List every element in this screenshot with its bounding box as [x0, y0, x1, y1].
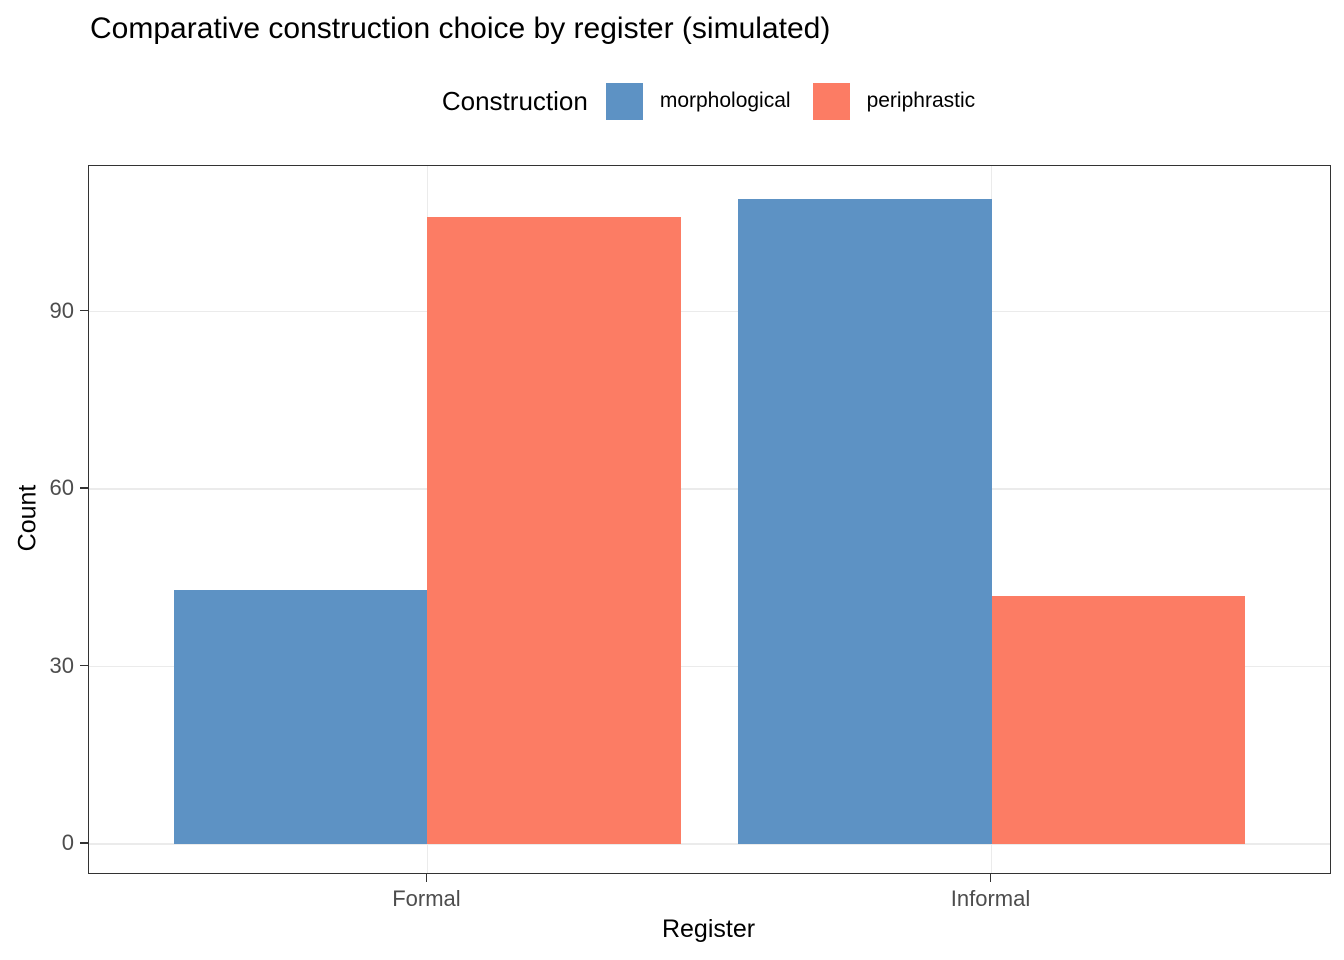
plot-panel	[88, 165, 1331, 874]
bar-informal-morphological	[737, 199, 992, 844]
y-axis-title: Count	[13, 484, 42, 552]
chart-title: Comparative construction choice by regis…	[90, 12, 831, 45]
legend-swatch-periphrastic-icon	[812, 82, 850, 120]
gridline-y-30	[89, 665, 1330, 668]
x-tick-informal	[989, 873, 992, 882]
y-tick-0	[80, 842, 88, 844]
bar-formal-morphological	[173, 589, 428, 844]
y-tick-label-90: 90	[49, 297, 74, 323]
legend-title: Construction	[441, 85, 588, 116]
y-tick-label-0: 0	[61, 830, 74, 855]
gridline-x-informal	[990, 166, 993, 873]
x-tick-label-informal: Informal	[950, 886, 1031, 911]
legend-item-periphrastic: periphrastic	[812, 82, 976, 120]
legend-item-morphological: morphological	[605, 82, 791, 120]
y-tick-90	[80, 309, 88, 312]
gridline-y-90	[89, 310, 1330, 313]
x-tick-formal	[425, 873, 428, 882]
bar-formal-periphrastic	[427, 216, 682, 844]
legend-label-morphological: morphological	[659, 89, 791, 112]
gridline-y-60	[89, 488, 1330, 490]
gridline-y-0	[89, 843, 1330, 845]
y-tick-30	[80, 664, 88, 667]
legend: Construction morphological periphrastic	[88, 72, 1329, 130]
legend-swatch-morphological-icon	[605, 82, 643, 120]
y-tick-60	[80, 487, 88, 489]
y-tick-label-60: 60	[49, 475, 74, 501]
x-axis-title: Register	[661, 915, 756, 943]
bar-informal-periphrastic	[991, 595, 1246, 844]
legend-label-periphrastic: periphrastic	[866, 89, 976, 112]
x-tick-label-formal: Formal	[392, 886, 461, 911]
y-tick-label-30: 30	[49, 652, 74, 678]
